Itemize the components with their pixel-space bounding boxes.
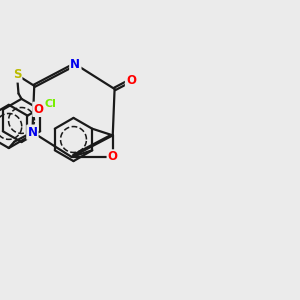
Text: Cl: Cl bbox=[44, 99, 56, 109]
Text: O: O bbox=[108, 151, 118, 164]
Text: O: O bbox=[126, 74, 136, 87]
Text: S: S bbox=[13, 68, 21, 81]
Text: N: N bbox=[27, 126, 38, 139]
Text: O: O bbox=[33, 103, 43, 116]
Text: N: N bbox=[70, 58, 80, 71]
